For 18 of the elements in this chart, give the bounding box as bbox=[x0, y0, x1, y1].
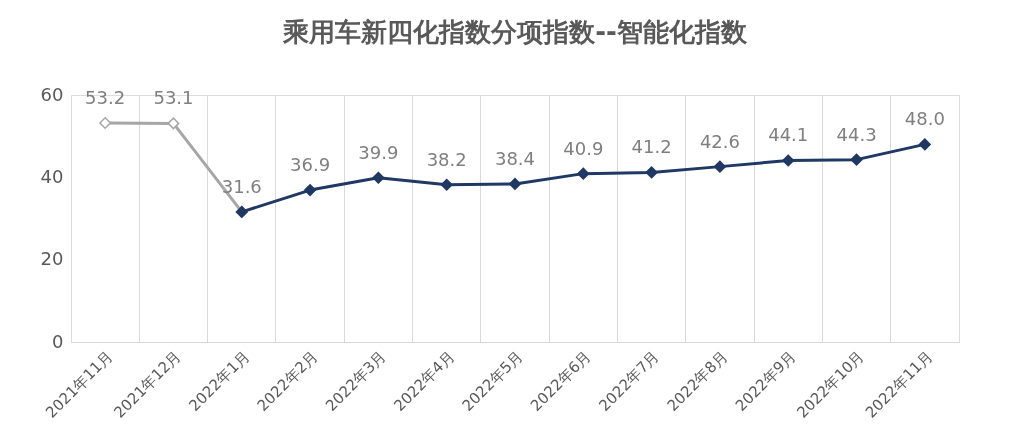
data-label: 53.2 bbox=[85, 86, 126, 108]
data-label: 48.0 bbox=[904, 108, 945, 130]
data-label: 38.4 bbox=[494, 147, 536, 169]
y-tick-label: 20 bbox=[40, 248, 64, 270]
data-label: 44.1 bbox=[768, 124, 809, 146]
data-label: 41.2 bbox=[631, 136, 672, 158]
y-tick-label: 0 bbox=[52, 330, 64, 352]
data-label: 42.6 bbox=[699, 130, 740, 152]
data-label: 44.3 bbox=[836, 123, 877, 145]
y-tick-label: 40 bbox=[40, 165, 64, 187]
data-label: 40.9 bbox=[563, 137, 604, 159]
data-label: 53.1 bbox=[153, 87, 194, 109]
data-label: 39.9 bbox=[358, 141, 399, 163]
chart-title: 乘用车新四化指数分项指数--智能化指数 bbox=[282, 17, 748, 47]
data-label: 31.6 bbox=[221, 175, 262, 197]
data-label: 36.9 bbox=[290, 154, 331, 176]
data-label: 38.2 bbox=[426, 148, 467, 170]
y-tick-label: 60 bbox=[40, 83, 64, 105]
